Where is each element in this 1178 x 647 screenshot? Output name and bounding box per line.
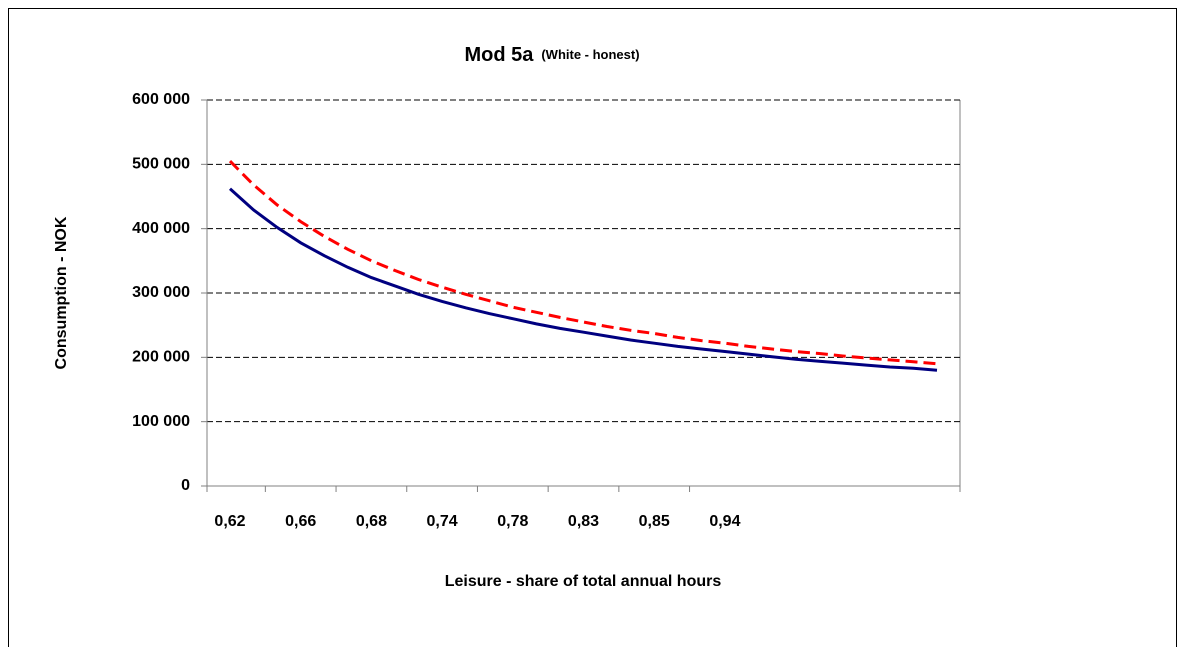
series-line [228, 187, 938, 372]
chart-frame [8, 8, 1177, 647]
x-tick-label: 0,85 [639, 513, 670, 530]
y-axis-title: Consumption - NOK [53, 216, 70, 369]
y-tick-label: 300 000 [132, 284, 190, 301]
chart-title-group: Mod 5a (White - honest) [464, 44, 639, 66]
x-tick-label: 0,62 [214, 513, 245, 530]
y-tick-label: 200 000 [132, 349, 190, 366]
y-tick-label: 600 000 [132, 91, 190, 108]
x-axis-title: Leisure - share of total annual hours [445, 573, 722, 590]
y-tick-label: 500 000 [132, 156, 190, 173]
x-tick-label: 0,78 [497, 513, 528, 530]
x-tick-label: 0,68 [356, 513, 387, 530]
series-line [228, 160, 938, 366]
x-tick-label: 0,66 [285, 513, 316, 530]
y-tick-label: 0 [181, 477, 190, 494]
x-tick-label: 0,74 [427, 513, 458, 530]
x-tick-label: 0,94 [709, 513, 740, 530]
y-tick-label: 100 000 [132, 413, 190, 430]
y-tick-label: 400 000 [132, 220, 190, 237]
chart-subtitle: (White - honest) [541, 47, 639, 62]
chart-title: Mod 5a [464, 44, 534, 66]
x-tick-label: 0,83 [568, 513, 599, 530]
